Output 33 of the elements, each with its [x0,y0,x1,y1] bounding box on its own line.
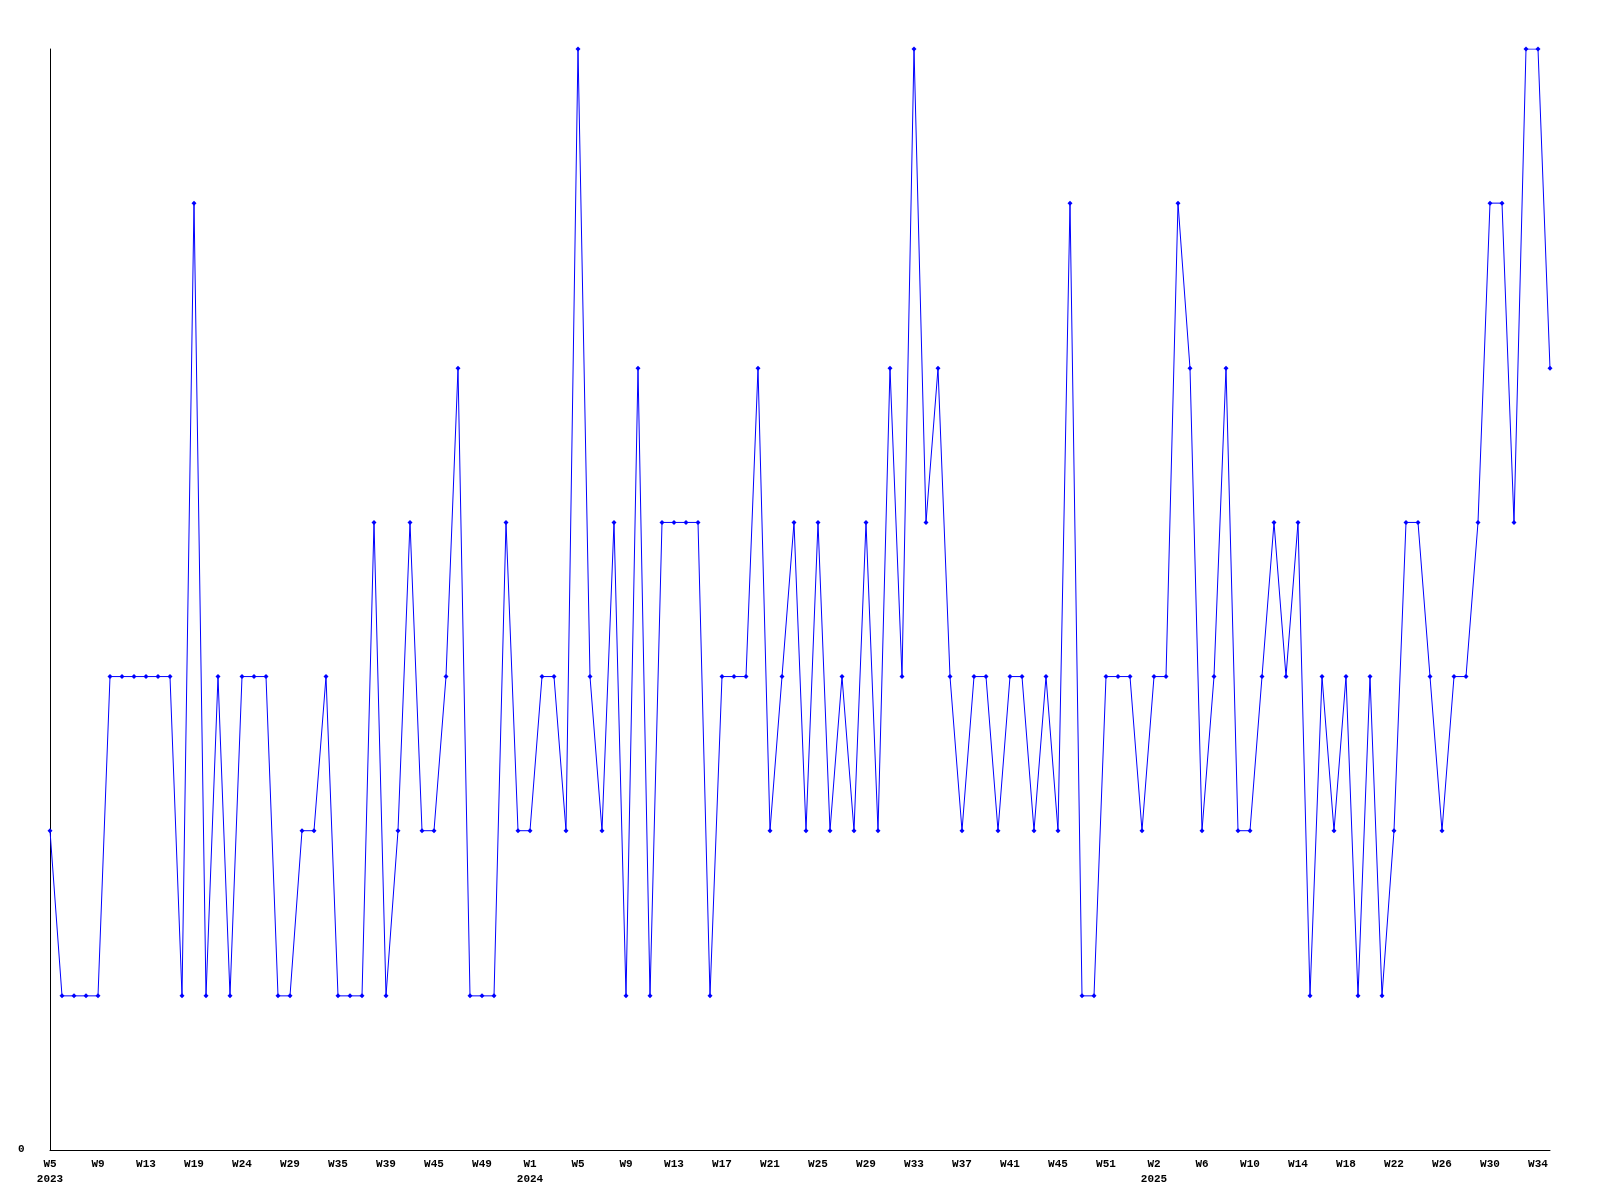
x-tick-label: W25 [808,1157,829,1170]
x-tick-label: W5 [571,1157,585,1170]
x-tick-label: W5 2023 [36,1157,64,1185]
x-tick-label: W21 [760,1157,781,1170]
x-tick-label: W35 [328,1157,349,1170]
x-tick-label: W34 [1528,1157,1549,1170]
x-tick-label: W39 [376,1157,396,1170]
x-tick-label: W41 [1000,1157,1021,1170]
x-tick-label: W24 [232,1157,253,1170]
x-tick-label: W33 [904,1157,925,1170]
x-tick-label: W2 2025 [1140,1157,1168,1185]
x-tick-label: W1 2024 [516,1157,544,1185]
x-tick-label: W9 [91,1157,105,1170]
x-tick-label: W9 [619,1157,633,1170]
x-tick-label: W29 [856,1157,876,1170]
text: 0 [18,1142,25,1155]
x-tick-label: W17 [712,1157,732,1170]
x-tick-label: W14 [1288,1157,1309,1170]
x-tick-label: W13 [664,1157,685,1170]
x-tick-label: W10 [1240,1157,1260,1170]
x-tick-label: W37 [952,1157,972,1170]
x-tick-label: W22 [1384,1157,1404,1170]
x-tick-label: W30 [1480,1157,1500,1170]
x-tick-label: W13 [136,1157,157,1170]
x-tick-label: W6 [1195,1157,1209,1170]
x-tick-label: W29 [280,1157,300,1170]
x-tick-label: W51 [1096,1157,1117,1170]
x-tick-label: W19 [184,1157,204,1170]
x-tick-label: W26 [1432,1157,1452,1170]
x-tick-label: W49 [472,1157,492,1170]
x-tick-label: W45 [1048,1157,1069,1170]
x-tick-label: W45 [424,1157,445,1170]
x-tick-label: W18 [1336,1157,1357,1170]
